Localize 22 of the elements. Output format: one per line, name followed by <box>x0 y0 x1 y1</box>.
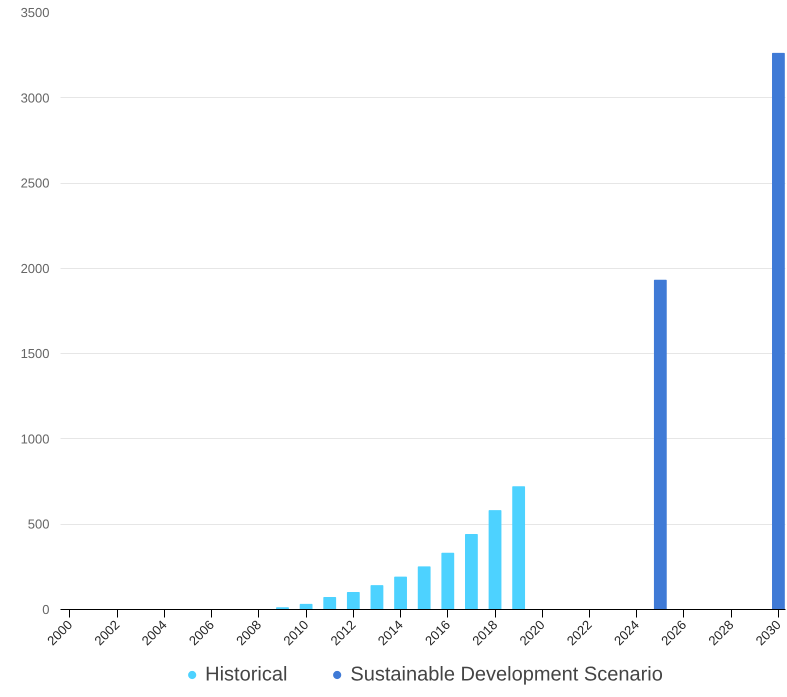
y-tick-label: 1000 <box>20 431 50 446</box>
bar <box>465 534 478 610</box>
bar <box>418 566 431 610</box>
bar <box>654 280 667 610</box>
y-tick-label: 3500 <box>20 5 50 20</box>
y-tick-label: 2000 <box>20 260 50 276</box>
y-tick-label: 500 <box>28 516 50 532</box>
bar <box>346 592 360 610</box>
legend-label: Sustainable Development Scenario <box>350 663 663 686</box>
bar <box>772 52 785 610</box>
legend-label: Historical <box>205 663 288 686</box>
bar <box>512 486 526 610</box>
bar <box>300 604 313 610</box>
bar <box>394 576 407 610</box>
y-tick-label: 1500 <box>20 346 50 362</box>
bar <box>441 552 454 610</box>
y-tick-label: 3000 <box>20 90 50 106</box>
bar <box>370 585 384 610</box>
bar <box>488 510 502 610</box>
bar <box>323 597 336 610</box>
y-tick-label: 2500 <box>20 176 50 191</box>
y-tick-label: 0 <box>42 602 50 617</box>
